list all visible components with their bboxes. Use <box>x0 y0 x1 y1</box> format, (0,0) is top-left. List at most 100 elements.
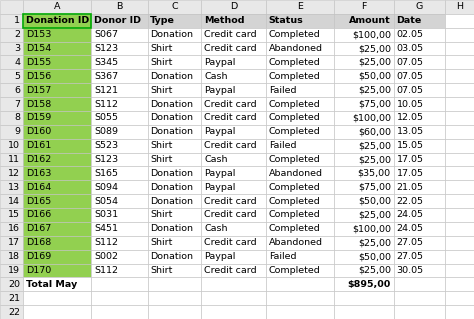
Bar <box>91 305 147 319</box>
Bar <box>266 208 334 222</box>
Bar <box>393 69 445 83</box>
Text: H: H <box>456 3 463 11</box>
Bar <box>266 69 334 83</box>
Bar <box>201 180 266 194</box>
Bar <box>393 97 445 111</box>
Bar <box>201 152 266 167</box>
Bar <box>91 111 147 125</box>
Bar <box>445 41 474 56</box>
Text: $75,00: $75,00 <box>358 100 391 108</box>
Text: D: D <box>230 3 237 11</box>
Bar <box>0 56 23 69</box>
Bar <box>334 152 393 167</box>
Text: Abandoned: Abandoned <box>269 44 323 53</box>
Bar <box>445 97 474 111</box>
Bar <box>147 14 201 28</box>
Text: Completed: Completed <box>269 266 320 275</box>
Bar <box>266 291 334 305</box>
Text: D165: D165 <box>26 197 51 206</box>
Bar <box>147 222 201 236</box>
Text: 22.05: 22.05 <box>396 197 423 206</box>
Text: Completed: Completed <box>269 58 320 67</box>
Text: Shirt: Shirt <box>150 86 173 95</box>
Text: Completed: Completed <box>269 72 320 81</box>
Bar <box>23 139 91 152</box>
Text: 2: 2 <box>14 30 20 39</box>
Bar <box>0 83 23 97</box>
Bar <box>334 69 393 83</box>
Text: Donation: Donation <box>150 183 193 192</box>
Bar <box>334 291 393 305</box>
Bar <box>23 250 91 263</box>
Text: Completed: Completed <box>269 183 320 192</box>
Bar <box>23 28 91 41</box>
Text: S451: S451 <box>94 224 118 233</box>
Text: 13: 13 <box>8 183 20 192</box>
Bar <box>334 236 393 250</box>
Bar <box>23 14 91 28</box>
Bar <box>147 83 201 97</box>
Bar <box>0 222 23 236</box>
Bar <box>393 14 445 28</box>
Text: Completed: Completed <box>269 155 320 164</box>
Text: Shirt: Shirt <box>150 155 173 164</box>
Bar <box>334 278 393 291</box>
Bar <box>393 83 445 97</box>
Bar <box>147 111 201 125</box>
Bar <box>0 250 23 263</box>
Bar <box>0 111 23 125</box>
Text: S067: S067 <box>94 30 118 39</box>
Text: Completed: Completed <box>269 211 320 219</box>
Text: D170: D170 <box>26 266 51 275</box>
Bar <box>393 222 445 236</box>
Bar <box>0 152 23 167</box>
Bar <box>334 83 393 97</box>
Bar <box>393 305 445 319</box>
Text: 07.05: 07.05 <box>396 72 423 81</box>
Text: $25,00: $25,00 <box>358 86 391 95</box>
Bar <box>23 41 91 56</box>
Text: 15.05: 15.05 <box>396 141 423 150</box>
Bar <box>201 208 266 222</box>
Bar <box>91 139 147 152</box>
Text: S094: S094 <box>94 183 118 192</box>
Text: S123: S123 <box>94 155 118 164</box>
Bar <box>0 194 23 208</box>
Bar <box>147 41 201 56</box>
Bar <box>147 263 201 278</box>
Text: $50,00: $50,00 <box>358 252 391 261</box>
Bar <box>266 222 334 236</box>
Text: D157: D157 <box>26 86 51 95</box>
Bar <box>266 278 334 291</box>
Bar <box>91 69 147 83</box>
Bar <box>393 41 445 56</box>
Bar <box>23 83 91 97</box>
Bar <box>445 291 474 305</box>
Text: Completed: Completed <box>269 113 320 122</box>
Text: $25,00: $25,00 <box>358 58 391 67</box>
Text: C: C <box>171 3 178 11</box>
Bar <box>91 278 147 291</box>
Text: 4: 4 <box>14 58 20 67</box>
Text: S031: S031 <box>94 211 118 219</box>
Text: D153: D153 <box>26 30 51 39</box>
Text: 3: 3 <box>14 44 20 53</box>
Text: 17.05: 17.05 <box>396 155 423 164</box>
Bar <box>334 167 393 180</box>
Text: D154: D154 <box>26 44 51 53</box>
Text: 12.05: 12.05 <box>396 113 423 122</box>
Text: 16: 16 <box>9 224 20 233</box>
Bar <box>266 263 334 278</box>
Bar <box>0 125 23 139</box>
Text: D164: D164 <box>26 183 51 192</box>
Text: Cash: Cash <box>204 155 228 164</box>
Bar <box>334 28 393 41</box>
Bar <box>23 180 91 194</box>
Text: F: F <box>361 3 366 11</box>
Bar <box>445 167 474 180</box>
Bar <box>266 41 334 56</box>
Text: Paypal: Paypal <box>204 183 236 192</box>
Text: 17.05: 17.05 <box>396 169 423 178</box>
Text: $25,00: $25,00 <box>358 155 391 164</box>
Bar <box>0 139 23 152</box>
